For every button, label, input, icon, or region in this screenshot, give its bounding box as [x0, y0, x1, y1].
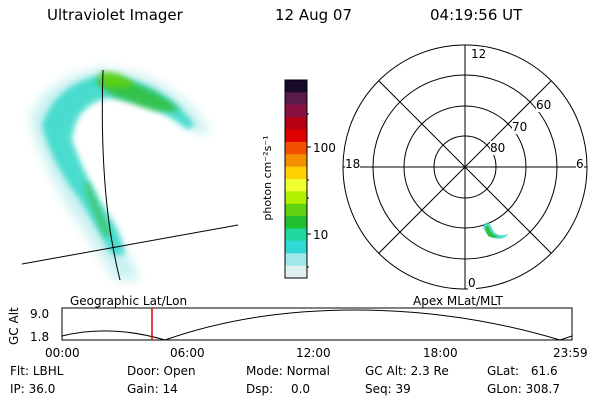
- aurora-emission: [30, 68, 210, 280]
- flt-value: LBHL: [32, 364, 64, 378]
- colorbar-segment: [285, 92, 307, 106]
- gain-field: Gain: 14: [127, 382, 178, 396]
- altitude-curve: [61, 309, 573, 341]
- glat-field: GLat: 61.6: [487, 364, 558, 378]
- glon-label: GLon:: [487, 382, 522, 396]
- y-tick-9: 9.0: [30, 307, 50, 321]
- timeline-axis-title: GC Alt: [7, 307, 21, 345]
- ip-value: 36.0: [28, 382, 56, 396]
- x-tick-0600: 06:00: [170, 346, 205, 360]
- mode-field: Mode: Normal: [246, 364, 330, 378]
- x-tick-1800: 18:00: [423, 346, 458, 360]
- colorbar-segment: [285, 265, 307, 279]
- x-tick-1200: 12:00: [296, 346, 331, 360]
- timeline-left-label: Geographic Lat/Lon: [70, 294, 188, 308]
- colorbar-segment: [285, 166, 307, 180]
- mlt-label-0: 0: [468, 276, 476, 290]
- polar-plot: [342, 44, 588, 290]
- colorbar-segment: [285, 104, 307, 118]
- colorbar-segment: [285, 141, 307, 155]
- x-tick-0000: 00:00: [45, 346, 80, 360]
- mlt-label-12: 12: [471, 47, 487, 61]
- colorbar-segment: [285, 203, 307, 217]
- gcalt-field: GC Alt: 2.3 Re: [365, 364, 449, 378]
- colorbar-tick-label-10: 10: [313, 228, 329, 242]
- door-field: Door: Open: [127, 364, 196, 378]
- colorbar-tick-label-100: 100: [313, 141, 336, 155]
- glat-label: GLat:: [487, 364, 520, 378]
- polar-aurora-emission: [483, 222, 508, 239]
- door-label: Door:: [127, 364, 160, 378]
- door-value: Open: [163, 364, 196, 378]
- colorbar-segment: [285, 80, 307, 93]
- seq-value: 39: [395, 382, 411, 396]
- colorbar-frame: [284, 79, 308, 279]
- colorbar-segment: [285, 216, 307, 230]
- seq-label: Seq:: [365, 382, 392, 396]
- dsp-label: Dsp:: [246, 382, 274, 396]
- gain-label: Gain:: [127, 382, 159, 396]
- ip-field: IP: 36.0: [10, 382, 55, 396]
- instrument-title: Ultraviolet Imager: [47, 6, 183, 24]
- colorbar-segment: [285, 240, 307, 254]
- mlat-label-80: 80: [490, 141, 506, 155]
- polar-diagonal: [378, 80, 552, 254]
- ip-label: IP:: [10, 382, 25, 396]
- timeline-frame: [61, 307, 573, 341]
- glon-value: 308.7: [525, 382, 560, 396]
- observation-time: 04:19:56 UT: [430, 6, 523, 24]
- dsp-value: 0.0: [290, 382, 311, 396]
- y-tick-1-8: 1.8: [30, 330, 50, 344]
- colorbar: photon cm⁻²s⁻¹: [262, 79, 311, 279]
- colorbar-segment: [285, 191, 307, 205]
- altitude-timeline: GC Alt: [7, 307, 573, 345]
- mlt-label-18: 18: [345, 157, 361, 171]
- mode-value: Normal: [286, 364, 330, 378]
- colorbar-segment: [285, 117, 307, 131]
- mode-label: Mode:: [246, 364, 283, 378]
- mlat-label-70: 70: [512, 120, 528, 134]
- colorbar-segment: [285, 129, 307, 143]
- glat-value: 61.6: [530, 364, 558, 378]
- mlat-label-60: 60: [536, 98, 552, 112]
- x-tick-2359: 23:59: [553, 346, 588, 360]
- geographic-image: [21, 68, 239, 281]
- gcalt-value: 2.3 Re: [410, 364, 449, 378]
- observation-date: 12 Aug 07: [275, 6, 352, 24]
- colorbar-segment: [285, 228, 307, 242]
- colorbar-label: photon cm⁻²s⁻¹: [262, 135, 274, 220]
- colorbar-gradient: [285, 80, 307, 279]
- parallel-line: [21, 224, 239, 265]
- colorbar-segment: [285, 253, 307, 267]
- seq-field: Seq: 39: [365, 382, 411, 396]
- gcalt-label: GC Alt:: [365, 364, 407, 378]
- mlt-label-6: 6: [576, 157, 584, 171]
- flt-label: Flt:: [10, 364, 29, 378]
- colorbar-segment: [285, 154, 307, 168]
- timeline-right-label: Apex MLat/MLT: [413, 294, 503, 308]
- flt-field: Flt: LBHL: [10, 364, 63, 378]
- gain-value: 14: [162, 382, 178, 396]
- dsp-field: Dsp: 0.0: [246, 382, 310, 396]
- meridian-line: [101, 69, 121, 281]
- glon-field: GLon: 308.7: [487, 382, 560, 396]
- colorbar-segment: [285, 179, 307, 192]
